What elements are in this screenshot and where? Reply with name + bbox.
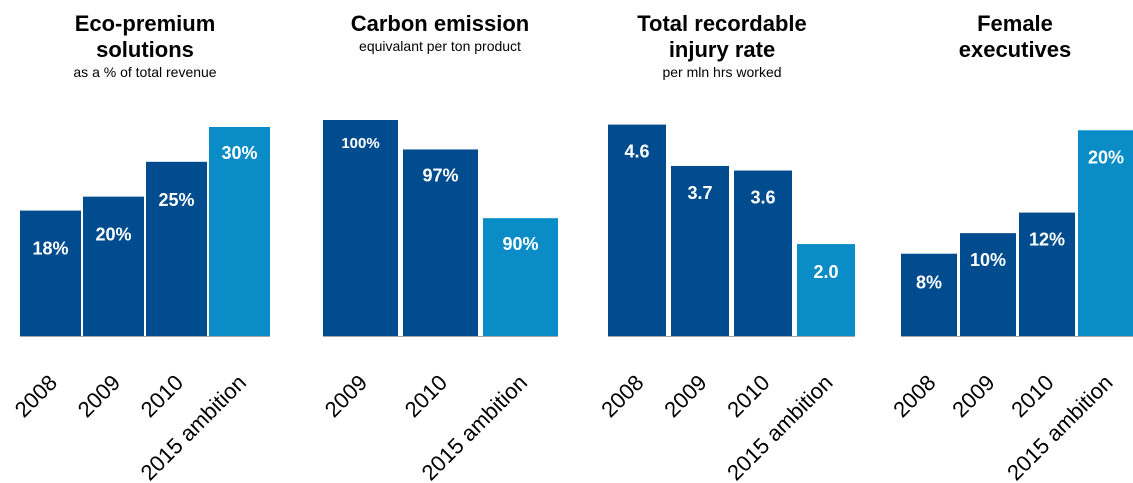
chart-title-line: Female bbox=[977, 11, 1053, 36]
category-tick-label: 2009 bbox=[659, 370, 711, 422]
category-tick-label: 2009 bbox=[320, 370, 372, 422]
bar-value-label: 12% bbox=[1029, 230, 1065, 250]
chart-group-2: Carbon emission equivalant per ton produc… bbox=[320, 11, 558, 483]
bar-value-label: 20% bbox=[1088, 147, 1124, 167]
category-tick-label: 2009 bbox=[947, 370, 999, 422]
category-tick-label: 2010 bbox=[400, 370, 452, 422]
chart-bar bbox=[671, 165, 729, 336]
chart-bar bbox=[83, 196, 144, 336]
bar-value-label: 2.0 bbox=[813, 262, 838, 282]
category-tick-label: 2010 bbox=[136, 370, 188, 422]
category-tick-label: 2015 ambition bbox=[1002, 370, 1117, 483]
bar-value-label: 4.6 bbox=[624, 142, 649, 162]
chart-bar bbox=[797, 244, 855, 336]
category-tick-label: 2009 bbox=[73, 370, 125, 422]
chart-bar bbox=[323, 120, 398, 336]
chart-bar bbox=[209, 126, 270, 336]
bar-value-label: 25% bbox=[158, 190, 194, 210]
chart-title-line: Carbon emission bbox=[351, 11, 529, 36]
chart-bar bbox=[608, 124, 666, 337]
bar-value-label: 20% bbox=[95, 225, 131, 245]
bar-value-label: 30% bbox=[221, 143, 257, 163]
bar-value-label: 3.7 bbox=[687, 183, 712, 203]
chart-title-line: executives bbox=[959, 37, 1072, 62]
bar-value-label: 90% bbox=[502, 234, 538, 254]
chart-title-line: injury rate bbox=[669, 37, 775, 62]
chart-bar bbox=[403, 149, 478, 336]
chart-subtitle: per mln hrs worked bbox=[662, 64, 781, 80]
chart-bar bbox=[901, 253, 957, 336]
chart-bar bbox=[734, 170, 792, 336]
chart-subtitle: equivalant per ton product bbox=[359, 38, 521, 54]
category-tick-label: 2008 bbox=[10, 370, 62, 422]
chart-bar bbox=[960, 233, 1016, 336]
bar-value-label: 100% bbox=[341, 135, 379, 152]
category-tick-label: 2008 bbox=[596, 370, 648, 422]
bar-value-label: 18% bbox=[32, 239, 68, 259]
chart-title-line: Total recordable bbox=[637, 11, 807, 36]
category-tick-label: 2008 bbox=[888, 370, 940, 422]
bar-value-label: 8% bbox=[916, 273, 942, 293]
chart-bar bbox=[483, 218, 558, 336]
chart-bar bbox=[1019, 212, 1075, 336]
category-tick-label: 2010 bbox=[722, 370, 774, 422]
chart-bar bbox=[146, 161, 207, 336]
bar-value-label: 3.6 bbox=[750, 188, 775, 208]
category-tick-label: 2010 bbox=[1006, 370, 1058, 422]
bar-value-label: 10% bbox=[970, 250, 1006, 270]
chart-title-line: solutions bbox=[96, 37, 194, 62]
chart-subtitle: as a % of total revenue bbox=[73, 64, 216, 80]
bar-value-label: 97% bbox=[422, 165, 458, 185]
chart-bar bbox=[20, 210, 81, 336]
chart-bar bbox=[1078, 130, 1133, 336]
chart-title-line: Eco-premium bbox=[75, 11, 216, 36]
